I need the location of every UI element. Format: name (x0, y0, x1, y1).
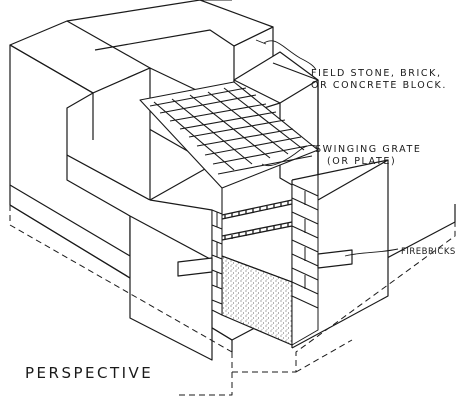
firebrick-jamb-right (291, 183, 319, 346)
firebricks-label: FIREBRICKS (401, 247, 456, 257)
leader-lines (255, 39, 399, 257)
swinging-grate-label-line1: SWINGING GRATE (315, 144, 422, 155)
left-masonry-mass (9, 20, 213, 361)
firebrick-jamb-left (211, 209, 223, 316)
lower-grate-bars (221, 199, 293, 241)
foundation-footing (9, 205, 456, 396)
field-stone-label-line2: OR CONCRETE BLOCK. (311, 80, 448, 91)
field-stone-label-line1: FIELD STONE, BRICK, (311, 68, 442, 79)
perspective-title: PERSPECTIVE (25, 364, 154, 382)
swinging-grate-label: SWINGING GRATE (OR PLATE) (315, 144, 422, 168)
swinging-grate-label-line2: (OR PLATE) (327, 156, 397, 167)
field-stone-label: FIELD STONE, BRICK, OR CONCRETE BLOCK. (311, 68, 447, 92)
fire-chamber (177, 183, 353, 346)
